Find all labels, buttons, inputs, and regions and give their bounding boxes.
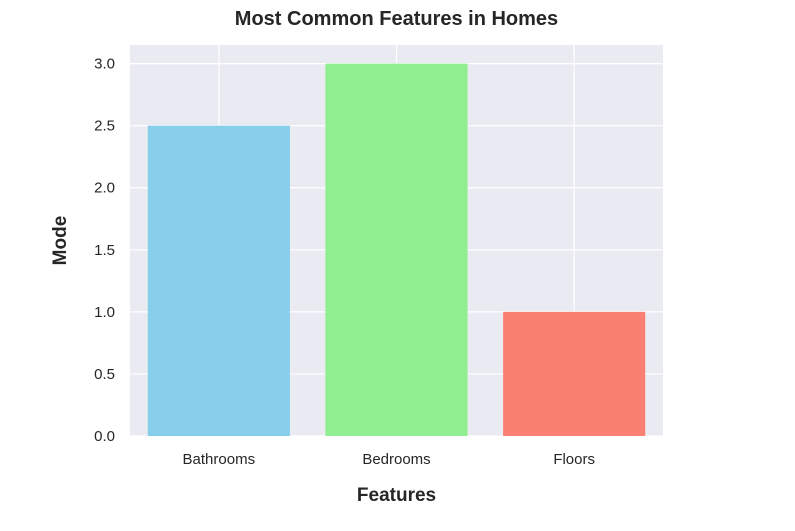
y-tick-label: 2.5 xyxy=(94,118,115,135)
x-axis-ticks: Bathrooms Bedrooms Floors xyxy=(183,451,595,468)
bars xyxy=(147,63,646,436)
y-tick-label: 1.5 xyxy=(94,242,115,259)
x-tick-label: Floors xyxy=(553,451,595,468)
y-tick-label: 1.0 xyxy=(94,304,115,321)
bar-bathrooms xyxy=(147,125,290,436)
chart-title: Most Common Features in Homes xyxy=(235,8,558,30)
y-axis-label: Mode xyxy=(50,216,71,266)
y-tick-label: 2.0 xyxy=(94,180,115,197)
bar-floors xyxy=(503,311,646,436)
y-tick-label: 0.5 xyxy=(94,366,115,383)
x-tick-label: Bathrooms xyxy=(183,451,256,468)
y-axis-ticks: 0.0 0.5 1.0 1.5 2.0 2.5 3.0 xyxy=(94,56,115,445)
x-tick-label: Bedrooms xyxy=(362,451,430,468)
x-axis-label: Features xyxy=(357,485,436,506)
y-tick-label: 3.0 xyxy=(94,56,115,73)
bar-bedrooms xyxy=(325,63,468,436)
y-tick-label: 0.0 xyxy=(94,428,115,445)
